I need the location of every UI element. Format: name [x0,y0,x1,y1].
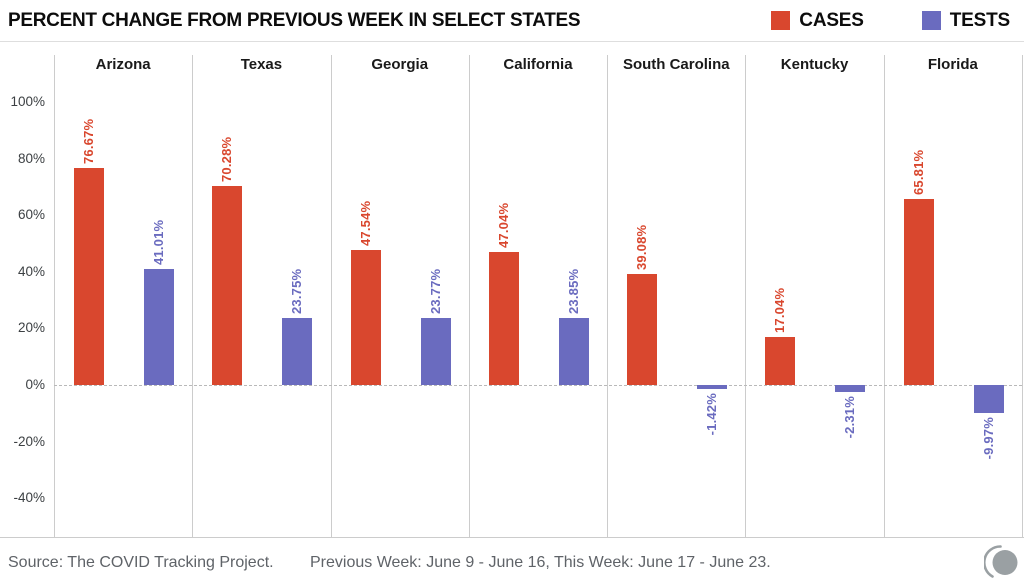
tests-value-label: 41.01% [151,219,166,265]
tests-bar [835,385,866,392]
state-label: Florida [927,56,978,73]
cases-value-label: 47.04% [495,202,511,248]
column-separator [192,55,194,537]
y-tick-label: 80% [17,150,45,166]
state-label: Kentucky [780,56,849,73]
column-separator [468,55,470,537]
footer: Source: The COVID Tracking Project. Prev… [0,537,1024,587]
legend: CASES TESTS [771,10,1010,32]
cases-value-label: 70.28% [219,136,235,183]
tests-value-label: 23.75% [289,268,305,314]
tests-value-label: 23.77% [427,268,443,314]
tests-value-label: -2.31% [842,395,858,438]
cases-bar [212,186,243,385]
legend-item-cases: CASES [771,9,864,32]
column-separator [1022,55,1023,537]
cases-legend-label: CASES [799,9,864,31]
cases-bar [903,198,934,385]
state-label: Texas [240,56,283,73]
cases-legend-swatch [771,11,791,30]
cases-bar [765,336,796,385]
state-label: Arizona [95,56,151,73]
cases-bar [488,251,519,385]
state-label: California [503,56,573,73]
column-separator [330,55,332,537]
cases-bar [350,250,381,385]
covid-tracking-project-logo [984,545,1018,578]
tests-value-label: -1.42% [704,393,720,436]
cases-value-label: 47.54% [357,201,373,247]
cases-value-label: 39.08% [634,225,650,271]
zero-line [54,385,1022,386]
tests-bar [282,317,313,385]
y-tick-label: 20% [17,320,45,336]
column-separator [607,55,609,537]
cases-value-label: 76.67% [81,118,96,165]
tests-bar [558,317,589,385]
weeks-text: Previous Week: June 9 - June 16, This We… [310,554,771,571]
chart-title: PERCENT CHANGE FROM PREVIOUS WEEK IN SEL… [8,9,581,31]
state-label: Georgia [371,56,429,73]
column-separator [883,55,885,537]
plot-area: 100% 80% 60% 40% 20% 0% -20% -40% Arizona Texas Ge… [0,43,1024,537]
y-tick-label: -40% [13,490,45,506]
tests-legend-swatch [921,11,941,30]
y-tick-label: 0% [25,377,45,392]
state-label: South Carolina [622,56,730,73]
column-separator [745,55,747,537]
cases-bar [627,274,658,385]
tests-bar [420,317,451,385]
y-axis-line [54,55,55,537]
tests-bar [973,385,1004,414]
legend-item-tests: TESTS [921,9,1010,32]
y-tick-label: 40% [17,263,45,279]
header: PERCENT CHANGE FROM PREVIOUS WEEK IN SEL… [0,0,1024,42]
cases-value-label: 17.04% [772,287,788,333]
y-tick-label: -20% [13,433,45,449]
source-text: Source: The COVID Tracking Project. [8,554,274,571]
tests-bar [697,385,728,390]
tests-value-label: -9.97% [980,417,996,460]
tests-value-label: 23.85% [565,268,581,314]
y-tick-label: 100% [10,94,45,109]
tests-bar [144,268,174,385]
cases-value-label: 65.81% [910,149,926,195]
y-tick-label: 60% [17,207,45,223]
tests-legend-label: TESTS [949,9,1010,31]
cases-bar [74,168,104,385]
